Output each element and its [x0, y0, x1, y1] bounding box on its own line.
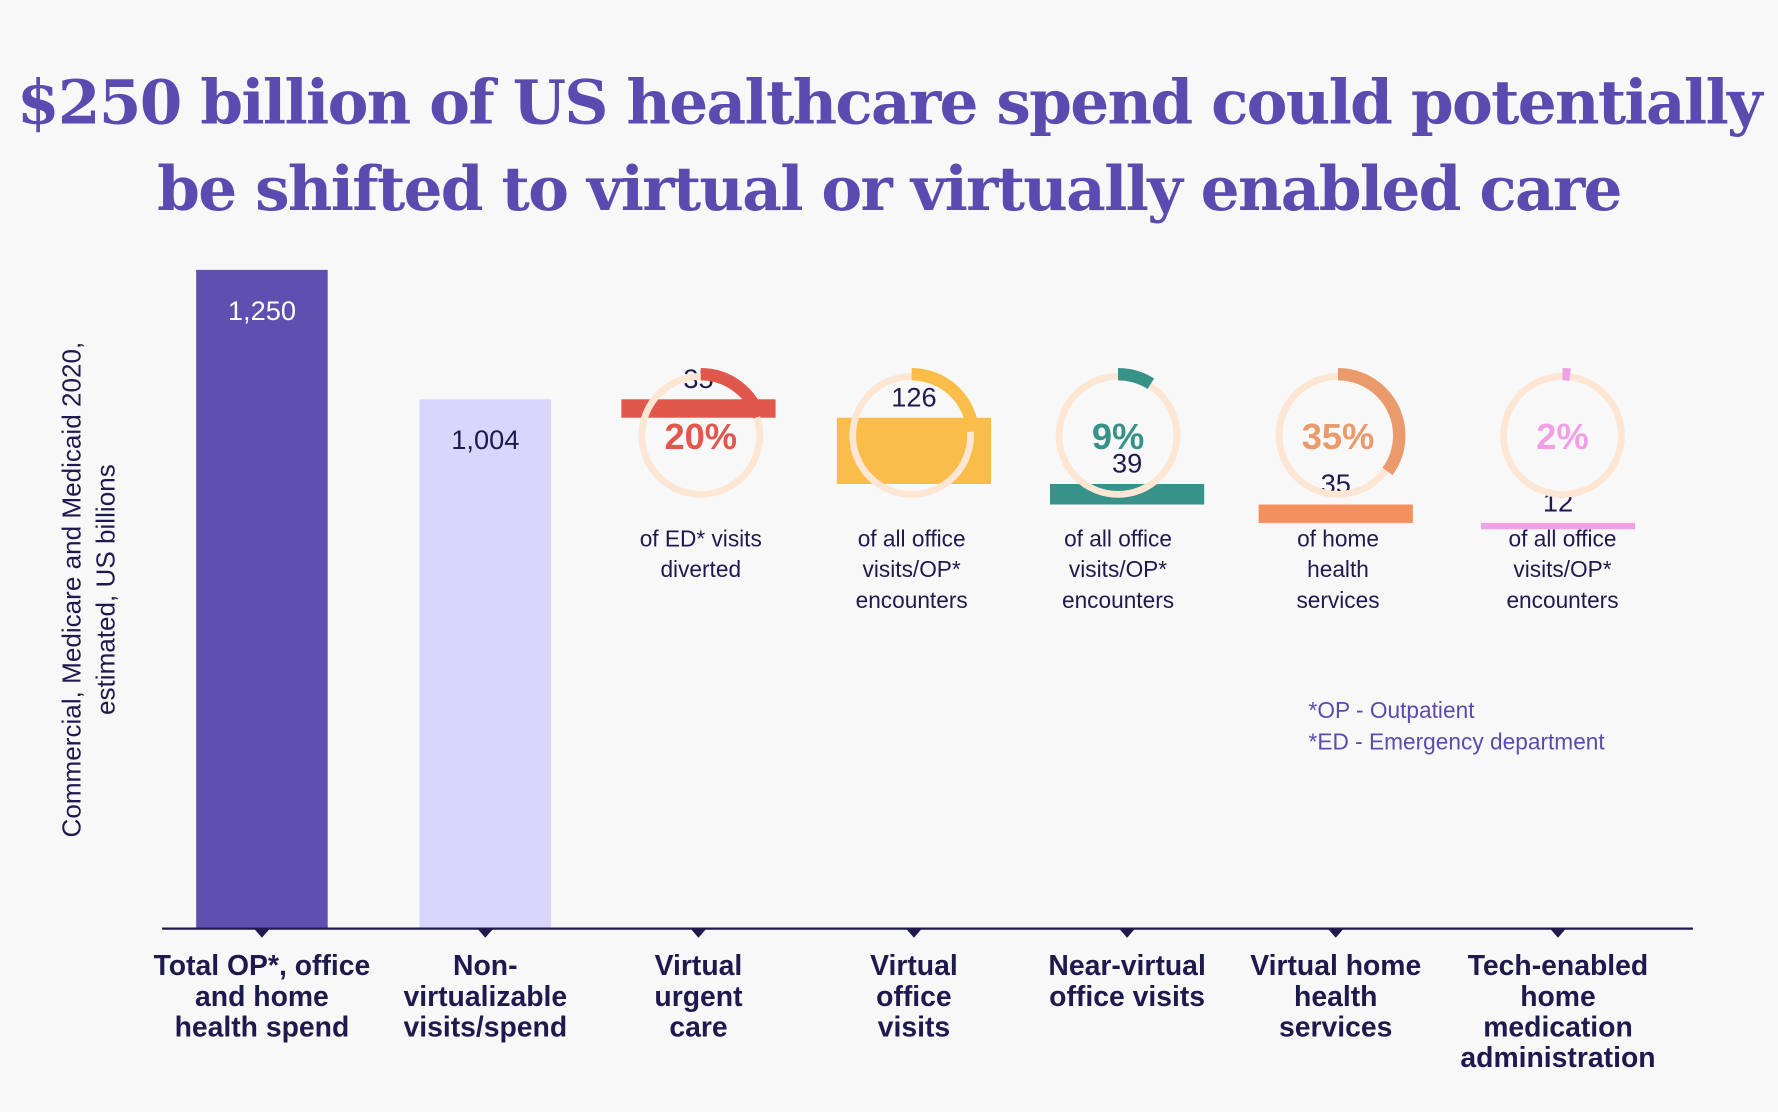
category-label: Near-virtual: [1048, 950, 1205, 982]
donut-track: [1055, 373, 1181, 498]
donut-label: services: [1296, 587, 1379, 613]
category-label: health spend: [175, 1011, 350, 1043]
category-label: visits: [878, 1011, 950, 1043]
donut-percent: 2%: [1536, 416, 1588, 457]
category-label: office: [876, 981, 952, 1013]
donut-label: of home: [1297, 526, 1379, 552]
chart-title: $250 billion of US healthcare spend coul…: [17, 65, 1763, 225]
donut-track: [1500, 373, 1625, 498]
bar: [419, 399, 552, 928]
donut-percent: 24%: [875, 416, 948, 457]
donut-label: encounters: [1506, 587, 1618, 613]
bar: [1258, 504, 1413, 523]
data-label: 39: [1112, 448, 1142, 479]
axis-tick: [1119, 928, 1136, 938]
axis-tick: [253, 928, 270, 938]
category-label: Virtual: [655, 950, 743, 982]
data-label: 1,004: [451, 424, 519, 455]
category-label: medication: [1483, 1011, 1633, 1043]
data-label: 126: [891, 381, 936, 412]
donut-percent: 20%: [664, 416, 737, 457]
category-label: Virtual: [870, 950, 958, 982]
donut-label: encounters: [1062, 587, 1174, 613]
donut-label: visits/OP*: [1513, 556, 1611, 582]
category-label: office visits: [1049, 981, 1205, 1013]
axis-tick: [690, 928, 707, 938]
donut-percent: 35%: [1302, 416, 1375, 457]
data-label: 1,250: [228, 295, 296, 326]
axis-tick: [477, 928, 494, 938]
category-label: health: [1294, 981, 1377, 1013]
category-label: visits/spend: [403, 1011, 567, 1043]
donut-label: diverted: [660, 556, 741, 582]
category-label: urgent: [654, 981, 743, 1013]
category-label: Tech-enabled: [1468, 950, 1649, 982]
donut-label: health: [1307, 556, 1369, 582]
donut-label: of all office: [1509, 526, 1617, 552]
footnote-op: *OP - Outpatient: [1308, 698, 1475, 724]
donut-percent: 9%: [1092, 416, 1144, 457]
bar: [196, 269, 328, 928]
category-label: home: [1520, 981, 1596, 1013]
donut-arc: [1495, 367, 1630, 503]
category-label: virtualizable: [403, 981, 567, 1013]
donut-arc: [1270, 367, 1406, 503]
donut-label: of all office: [1064, 526, 1172, 552]
bar: [621, 399, 776, 418]
donut-label: of all office: [858, 526, 966, 552]
axis-tick: [1550, 928, 1566, 938]
donut-label: encounters: [856, 587, 968, 613]
category-label: Total OP*, office: [154, 950, 371, 982]
donut-label: visits/OP*: [1069, 556, 1167, 582]
category-label: administration: [1460, 1042, 1655, 1074]
donut-label: visits/OP*: [863, 556, 961, 582]
footnote-ed: *ED - Emergency department: [1308, 730, 1605, 756]
axis-tick: [1327, 928, 1344, 938]
category-label: services: [1279, 1011, 1392, 1043]
donut-arc: [633, 367, 769, 503]
category-label: Non-: [453, 950, 518, 982]
donut-label: of ED* visits: [640, 526, 762, 552]
category-label: and home: [195, 981, 329, 1013]
axis-tick: [905, 928, 922, 938]
donut-arc: [844, 367, 980, 503]
category-label: care: [669, 1011, 727, 1043]
category-label: Virtual home: [1250, 950, 1421, 982]
bar: [1480, 522, 1636, 530]
